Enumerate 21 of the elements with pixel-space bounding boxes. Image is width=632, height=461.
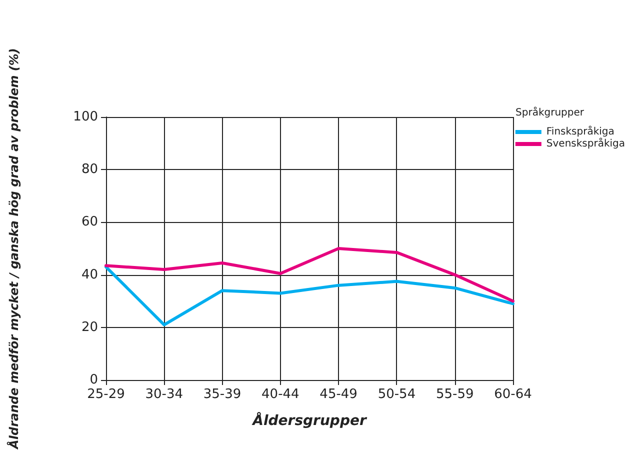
x-axis-title: Åldersgrupper <box>252 412 368 429</box>
x-tick-label: 40-44 <box>262 387 300 402</box>
y-tick-label: 20 <box>81 320 98 335</box>
y-axis-title: Åldrande medför mycket / ganska hög grad av problem (%) <box>6 48 21 450</box>
x-tick-label: 60-64 <box>494 387 532 402</box>
line-series <box>104 247 514 303</box>
x-tick-label: 50-54 <box>378 387 416 402</box>
y-tick-label: 100 <box>73 110 98 124</box>
x-tick-label: 45-49 <box>320 387 358 402</box>
y-tick-label: 60 <box>81 214 98 230</box>
x-tick-label: 35-39 <box>203 387 242 402</box>
y-tick-label: 0 <box>90 372 98 388</box>
line-series <box>104 265 514 326</box>
legend-title: Språkgrupper <box>516 106 585 118</box>
legend-label: Finskspråkiga <box>546 126 614 138</box>
y-tick-label: 40 <box>81 267 98 282</box>
x-tick-label: 55-59 <box>436 387 474 402</box>
x-tick-label: 30-34 <box>145 387 184 402</box>
legend-label: Svenskspråkiga <box>546 138 626 150</box>
y-tick-label: 80 <box>81 162 98 178</box>
x-tick-label: 25-29 <box>87 387 125 402</box>
